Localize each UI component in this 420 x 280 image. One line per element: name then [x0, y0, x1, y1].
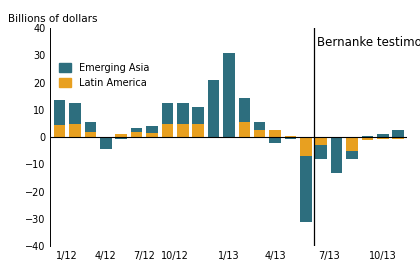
- Bar: [254, 122, 265, 130]
- Bar: [315, 137, 327, 145]
- Bar: [269, 137, 281, 143]
- Bar: [300, 137, 312, 156]
- Bar: [285, 136, 296, 137]
- Bar: [100, 137, 112, 150]
- Text: Billions of dollars: Billions of dollars: [8, 14, 97, 24]
- Bar: [192, 123, 204, 137]
- Bar: [54, 100, 66, 125]
- Bar: [362, 137, 373, 140]
- Bar: [392, 130, 404, 137]
- Bar: [131, 128, 142, 132]
- Bar: [162, 103, 173, 123]
- Bar: [146, 126, 158, 133]
- Bar: [392, 137, 404, 139]
- Bar: [346, 151, 358, 159]
- Bar: [208, 80, 219, 137]
- Bar: [69, 123, 81, 137]
- Legend: Emerging Asia, Latin America: Emerging Asia, Latin America: [55, 59, 153, 92]
- Bar: [285, 137, 296, 139]
- Bar: [269, 130, 281, 137]
- Bar: [239, 122, 250, 137]
- Bar: [116, 137, 127, 139]
- Bar: [315, 145, 327, 159]
- Bar: [346, 137, 358, 151]
- Bar: [146, 133, 158, 137]
- Bar: [54, 125, 66, 137]
- Bar: [223, 53, 235, 137]
- Bar: [85, 132, 96, 137]
- Bar: [177, 103, 189, 123]
- Bar: [192, 107, 204, 123]
- Bar: [162, 123, 173, 137]
- Bar: [239, 98, 250, 122]
- Bar: [362, 136, 373, 137]
- Bar: [116, 134, 127, 137]
- Bar: [331, 137, 342, 173]
- Bar: [85, 122, 96, 132]
- Bar: [377, 137, 389, 139]
- Bar: [254, 130, 265, 137]
- Bar: [131, 132, 142, 137]
- Bar: [377, 134, 389, 137]
- Bar: [177, 123, 189, 137]
- Text: Bernanke testimony: Bernanke testimony: [317, 36, 420, 49]
- Bar: [300, 156, 312, 222]
- Bar: [69, 103, 81, 123]
